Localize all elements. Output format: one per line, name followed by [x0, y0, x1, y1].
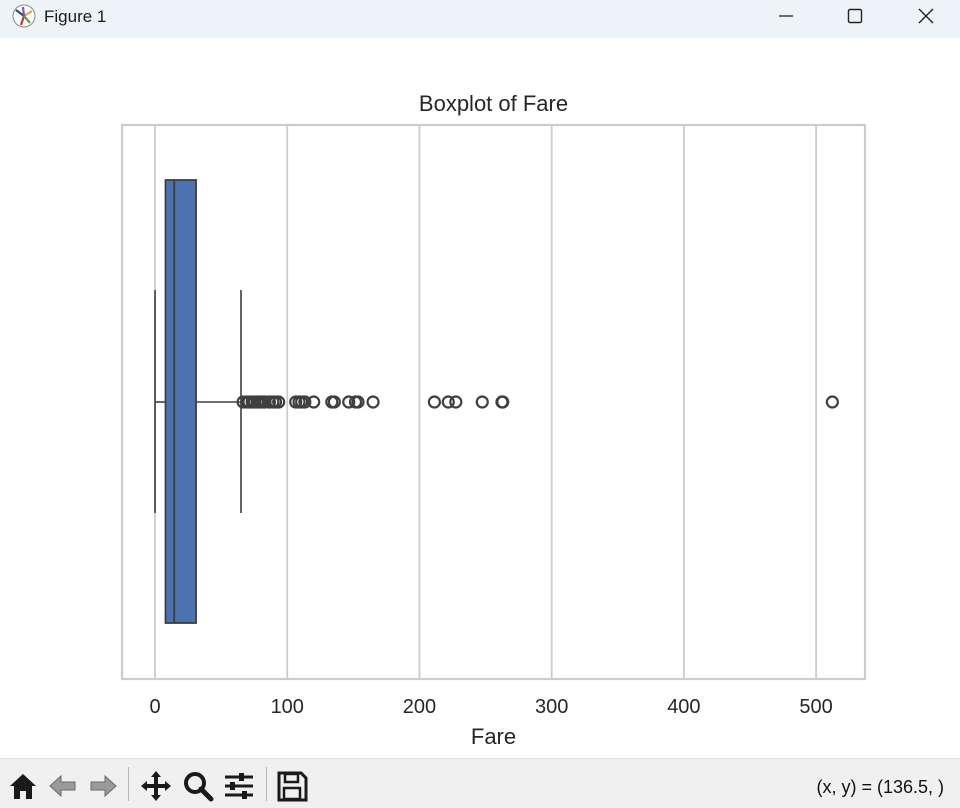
- x-tick-label: 300: [535, 696, 568, 718]
- matplotlib-app-icon: [12, 4, 36, 28]
- x-tick-label: 200: [403, 696, 436, 718]
- outlier-point: [351, 395, 365, 409]
- maximize-button[interactable]: [821, 0, 889, 32]
- zoom-icon[interactable]: [181, 769, 215, 803]
- outlier-point: [825, 395, 839, 409]
- outlier-point: [475, 395, 489, 409]
- boxplot-chart: 0 100 200 300 400 500 Boxplot of Fare Fare: [120, 91, 867, 749]
- window-titlebar: Figure 1: [0, 0, 960, 39]
- back-icon[interactable]: [46, 769, 80, 803]
- outlier-point: [342, 395, 356, 409]
- figure-canvas[interactable]: 0 100 200 300 400 500 Boxplot of Fare Fare: [0, 38, 960, 758]
- x-tick-labels: 0 100 200 300 400 500: [149, 696, 832, 718]
- outlier-point: [449, 395, 463, 409]
- navigation-toolbar: (x, y) = (136.5, ): [0, 758, 960, 808]
- save-icon[interactable]: [275, 769, 309, 803]
- minimize-button[interactable]: [752, 0, 820, 32]
- outlier-point: [427, 395, 442, 409]
- outlier-point: [366, 395, 380, 409]
- x-axis-label: Fare: [471, 724, 516, 749]
- outlier-point: [327, 395, 341, 409]
- cursor-coordinates: (x, y) = (136.5, ): [816, 777, 944, 797]
- outlier-point: [441, 395, 455, 409]
- outlier-point: [496, 395, 510, 409]
- maximize-icon: [847, 8, 863, 24]
- toolbar-separator: [128, 767, 129, 801]
- outlier-point: [272, 395, 286, 409]
- forward-icon[interactable]: [86, 769, 120, 803]
- iqr-box: [164, 179, 197, 624]
- close-icon: [918, 8, 934, 24]
- x-tick-label: 500: [799, 696, 832, 718]
- toolbar-separator: [266, 767, 267, 801]
- x-tick-label: 0: [149, 696, 160, 718]
- x-tick-label: 100: [271, 696, 304, 718]
- axes-frame: [120, 123, 867, 681]
- outlier-point: [307, 395, 321, 409]
- configure-subplots-icon[interactable]: [222, 769, 256, 803]
- pan-icon[interactable]: [139, 769, 173, 803]
- home-icon[interactable]: [6, 769, 40, 803]
- outlier-point: [298, 395, 312, 409]
- minimize-icon: [779, 15, 793, 17]
- window-title: Figure 1: [44, 7, 107, 26]
- boxplot-marks: [154, 179, 839, 624]
- x-tick-label: 400: [667, 696, 700, 718]
- close-button[interactable]: [892, 0, 960, 32]
- chart-title: Boxplot of Fare: [419, 91, 568, 116]
